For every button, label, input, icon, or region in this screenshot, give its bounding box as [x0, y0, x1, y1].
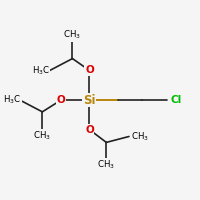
- Text: O: O: [57, 95, 66, 105]
- Text: CH$_3$: CH$_3$: [97, 159, 115, 171]
- Text: H$_3$C: H$_3$C: [32, 64, 50, 77]
- Text: CH$_3$: CH$_3$: [131, 130, 149, 143]
- Text: CH$_3$: CH$_3$: [33, 129, 51, 142]
- Text: Cl: Cl: [170, 95, 182, 105]
- Text: H$_3$C: H$_3$C: [3, 94, 22, 106]
- Text: O: O: [85, 125, 94, 135]
- Text: O: O: [85, 65, 94, 75]
- Text: CH$_3$: CH$_3$: [63, 29, 81, 41]
- Text: Si: Si: [83, 94, 96, 106]
